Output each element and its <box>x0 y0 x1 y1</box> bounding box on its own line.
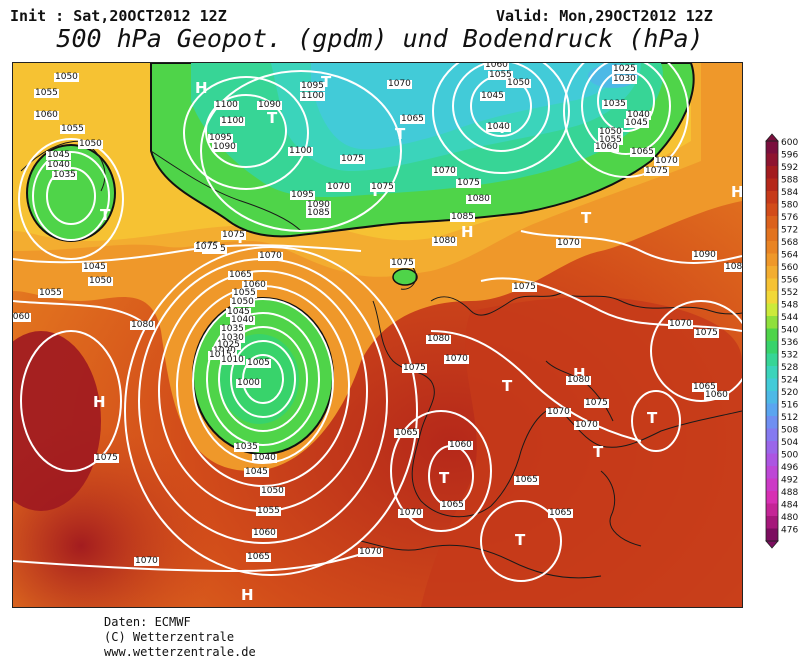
colorbar-swatch <box>766 278 778 291</box>
colorbar-bottom-cap <box>765 540 779 549</box>
colorbar-tick-label: 548 <box>781 301 798 311</box>
coastlines <box>20 140 742 579</box>
colorbar-tick-label: 580 <box>781 201 798 211</box>
credits: Daten: ECMWF (C) Wetterzentrale www.wett… <box>104 615 256 660</box>
colorbar-tick-label: 480 <box>781 513 798 523</box>
colorbar-swatch <box>766 353 778 366</box>
colorbar-tick-label: 568 <box>781 238 798 248</box>
field-small-cell <box>392 268 418 286</box>
colorbar-swatch <box>766 216 778 229</box>
colorbar-tick-label: 508 <box>781 426 798 436</box>
colorbar-tick-label: 524 <box>781 376 798 386</box>
colorbar-swatch <box>766 453 778 466</box>
colorbar-tick-label: 560 <box>781 263 798 273</box>
colorbar-swatch <box>766 366 778 379</box>
colorbar-swatch <box>766 303 778 316</box>
colorbar-top-cap <box>765 133 779 142</box>
colorbar-tick-label: 512 <box>781 413 798 423</box>
colorbar-swatch <box>766 253 778 266</box>
valid-time: Valid: Mon,29OCT2012 12Z <box>496 7 713 25</box>
colorbar-swatch <box>766 241 778 254</box>
credit-website: www.wetterzentrale.de <box>104 645 256 659</box>
init-time: Init : Sat,20OCT2012 12Z <box>10 7 227 25</box>
colorbar-swatch <box>766 266 778 279</box>
colorbar-tick-label: 584 <box>781 188 798 198</box>
colorbar-tick-label: 536 <box>781 338 798 348</box>
colorbar-swatch <box>766 316 778 329</box>
colorbar-tick-label: 476 <box>781 526 798 536</box>
colorbar-swatch <box>766 228 778 241</box>
colorbar-tick-label: 600 <box>781 138 798 148</box>
field-west-dark <box>13 331 101 511</box>
colorbar-tick-label: 488 <box>781 488 798 498</box>
credit-data-source: Daten: ECMWF <box>104 615 191 629</box>
credit-copyright: (C) Wetterzentrale <box>104 630 235 644</box>
field-west-cell <box>26 144 116 242</box>
colorbar-swatch <box>766 291 778 304</box>
colorbar-swatch <box>766 428 778 441</box>
colorbar-tick-label: 564 <box>781 251 798 261</box>
colorbar-tick-label: 492 <box>781 476 798 486</box>
colorbar-tick-label: 500 <box>781 451 798 461</box>
colorbar-swatch <box>766 141 778 154</box>
colorbar-swatch <box>766 178 778 191</box>
colorbar-tick-label: 528 <box>781 363 798 373</box>
colorbar: 600 596 592 588 584 580 576 572 568 564 560 556 552 5… <box>762 133 812 553</box>
colorbar-tick-label: 572 <box>781 226 798 236</box>
colorbar-swatch <box>766 441 778 454</box>
colorbar-tick-label: 484 <box>781 501 798 511</box>
colorbar-tick-label: 576 <box>781 213 798 223</box>
colorbar-swatch <box>766 491 778 504</box>
colorbar-swatch <box>766 341 778 354</box>
colorbar-tick-label: 532 <box>781 351 798 361</box>
colorbar-tick-label: 516 <box>781 401 798 411</box>
colorbar-swatch <box>766 203 778 216</box>
colorbar-tick-label: 540 <box>781 326 798 336</box>
colorbar-swatch <box>766 328 778 341</box>
colorbar-swatch <box>766 516 778 529</box>
colorbar-swatch <box>766 416 778 429</box>
colorbar-tick-label: 496 <box>781 463 798 473</box>
colorbar-swatch <box>766 403 778 416</box>
colorbar-tick-label: 544 <box>781 313 798 323</box>
colorbar-tick-label: 504 <box>781 438 798 448</box>
colorbar-tick-label: 556 <box>781 276 798 286</box>
colorbar-swatch <box>766 166 778 179</box>
colorbar-tick-label: 588 <box>781 176 798 186</box>
colorbar-swatch <box>766 466 778 479</box>
field-blue-spot <box>588 64 638 88</box>
colorbar-tick-label: 552 <box>781 288 798 298</box>
colorbar-tick-label: 596 <box>781 151 798 161</box>
colorbar-scale: 600 596 592 588 584 580 576 572 568 564 560 556 552 5… <box>765 133 798 549</box>
colorbar-swatch <box>766 391 778 404</box>
colorbar-swatch <box>766 528 778 541</box>
field-east-dark <box>421 296 742 607</box>
colorbar-swatch <box>766 153 778 166</box>
colorbar-outline <box>765 140 779 542</box>
colorbar-swatch <box>766 503 778 516</box>
colorbar-swatch <box>766 478 778 491</box>
colorbar-swatch <box>766 191 778 204</box>
map-canvas <box>13 63 742 607</box>
colorbar-tick-label: 520 <box>781 388 798 398</box>
map-title: 500 hPa Geopot. (gpdm) und Bodendruck (h… <box>56 24 704 53</box>
colorbar-swatch <box>766 378 778 391</box>
colorbar-tick-label: 592 <box>781 163 798 173</box>
